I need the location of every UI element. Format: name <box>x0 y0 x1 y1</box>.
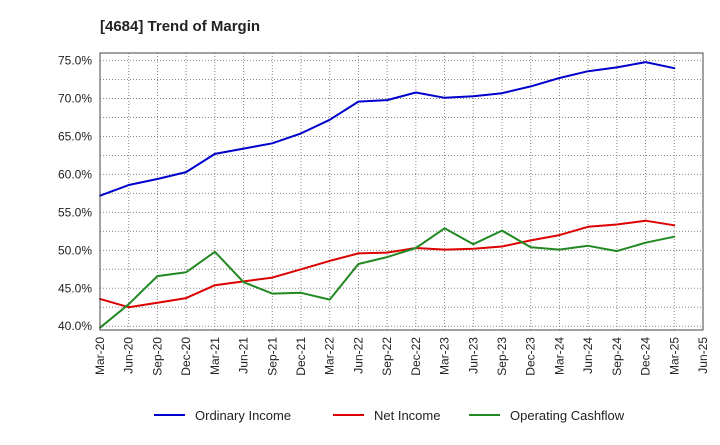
x-tick-label: Sep-24 <box>610 337 624 376</box>
y-tick-label: 60.0% <box>58 167 92 181</box>
y-tick-label: 45.0% <box>58 281 92 295</box>
x-tick-label: Jun-21 <box>237 337 251 374</box>
y-tick-label: 75.0% <box>58 54 92 68</box>
x-tick-label: Mar-20 <box>93 337 107 375</box>
x-tick-label: Mar-25 <box>667 337 681 375</box>
legend: Ordinary Income Net Income Operating Cashf… <box>154 408 625 423</box>
x-tick-label: Sep-20 <box>150 337 164 376</box>
legend-label-ordinary-income: Ordinary Income <box>195 408 291 423</box>
y-tick-label: 65.0% <box>58 129 92 143</box>
x-tick-label: Mar-22 <box>323 337 337 375</box>
x-tick-label: Jun-22 <box>351 337 365 374</box>
series-line-net-income <box>99 219 676 309</box>
y-tick-label: 40.0% <box>58 319 92 333</box>
y-tick-label: 70.0% <box>58 92 92 106</box>
x-tick-label: Mar-23 <box>438 337 452 375</box>
grid-layer <box>99 53 704 330</box>
x-tick-label: Dec-20 <box>179 337 193 376</box>
series-line-ordinary-income <box>99 61 676 197</box>
x-tick-label: Jun-23 <box>466 337 480 374</box>
x-tick-label: Dec-21 <box>294 337 308 376</box>
x-tick-label: Sep-22 <box>380 337 394 376</box>
plot-frame <box>99 52 704 331</box>
x-tick-label: Mar-21 <box>208 337 222 375</box>
series-layer <box>99 61 676 329</box>
series-line-operating-cashflow <box>99 227 676 329</box>
chart-title: [4684] Trend of Margin <box>100 18 260 35</box>
x-tick-label: Sep-23 <box>495 337 509 376</box>
x-tick-label: Sep-21 <box>265 337 279 376</box>
legend-label-operating-cashflow: Operating Cashflow <box>510 408 625 423</box>
x-tick-label: Jun-25 <box>696 337 710 374</box>
legend-label-net-income: Net Income <box>374 408 440 423</box>
axis-layer: Mar-20 Jun-20 Sep-20 Dec-20 Mar-21 Jun-21 Sep-… <box>58 54 710 376</box>
y-tick-label: 55.0% <box>58 205 92 219</box>
x-tick-label: Jun-20 <box>122 337 136 374</box>
x-tick-label: Dec-24 <box>639 337 653 376</box>
x-tick-label: Dec-22 <box>409 337 423 376</box>
x-tick-label: Dec-23 <box>524 337 538 376</box>
x-tick-label: Jun-24 <box>581 337 595 374</box>
x-tick-label: Mar-24 <box>552 337 566 375</box>
y-tick-label: 50.0% <box>58 243 92 257</box>
